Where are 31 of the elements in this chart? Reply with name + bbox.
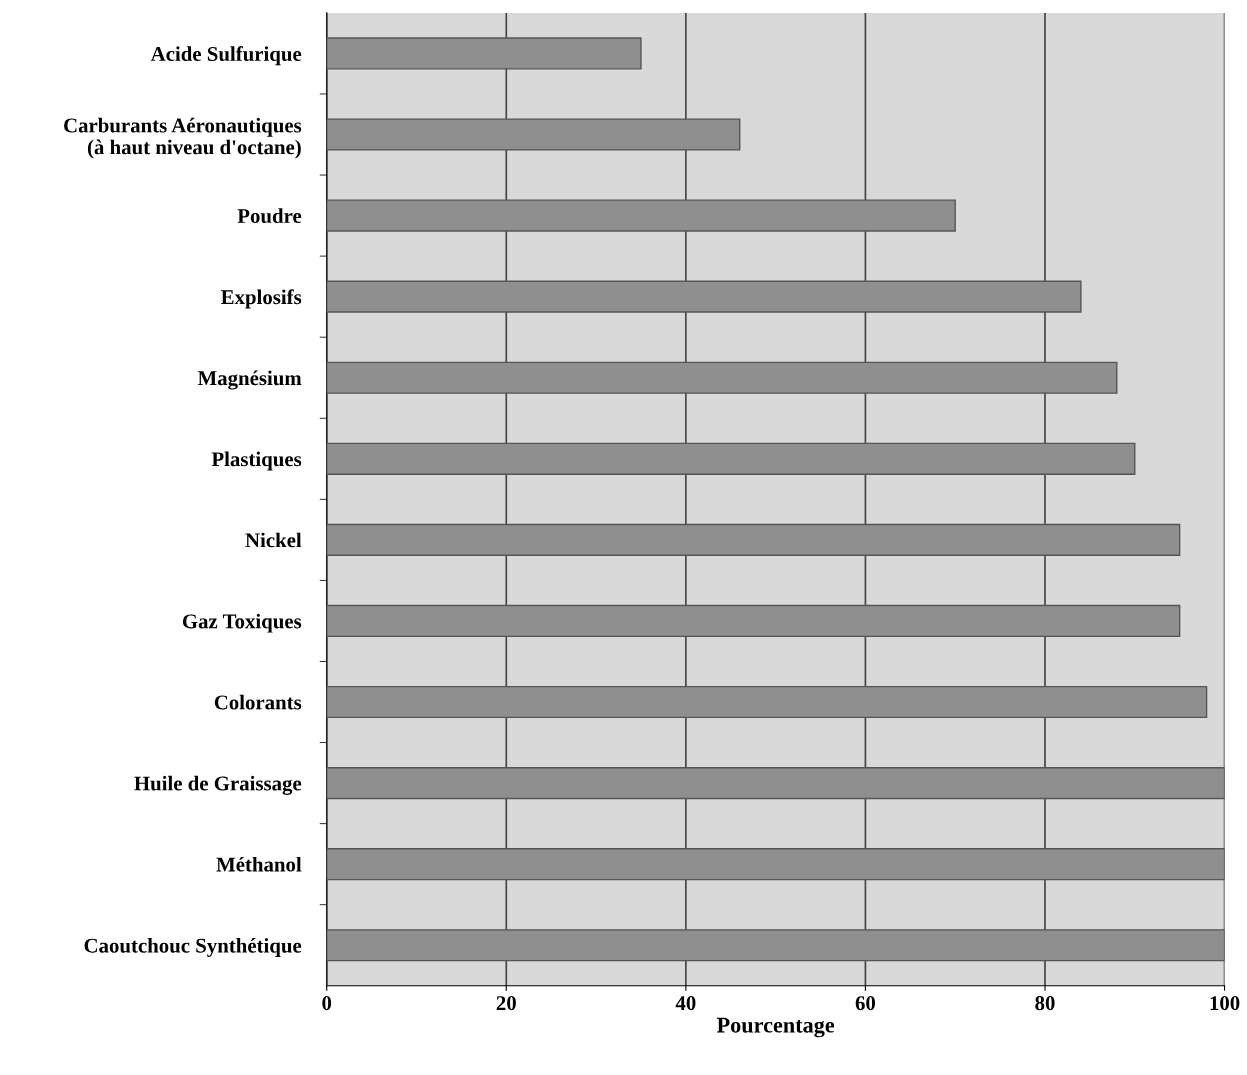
y-tick-label: Colorants [214, 694, 302, 710]
x-axis-title: Pourcentage [716, 1017, 835, 1038]
x-tick-label: 100 [1210, 996, 1240, 1011]
x-tick-label: 20 [496, 996, 516, 1011]
x-tick-label: 40 [675, 996, 696, 1011]
bar [326, 118, 741, 151]
y-tick-label: Méthanol [216, 856, 302, 872]
y-tick-label: Carburants Aéronautiques (à haut niveau d'octane) [64, 117, 302, 159]
y-tick-label: Plastiques [211, 451, 302, 471]
bar [326, 523, 1181, 556]
y-tick-label: Explosifs [221, 289, 302, 309]
bar [326, 604, 1181, 638]
bar [326, 37, 642, 70]
x-tick-label: 0 [322, 996, 332, 1011]
bar [326, 199, 956, 232]
y-tick-label: Caoutchouc Synthétique [84, 938, 302, 957]
y-tick-label: Huile de Graissage [134, 775, 302, 795]
bar [326, 361, 1118, 394]
bar [326, 766, 1225, 800]
bar [326, 442, 1136, 475]
bar [326, 685, 1208, 719]
y-tick-label: Gaz Toxiques [182, 613, 302, 633]
x-tick-label: 60 [855, 996, 876, 1011]
y-tick-label: Magnésium [197, 370, 302, 390]
bar [326, 929, 1225, 962]
bar [326, 848, 1225, 881]
y-tick-label: Poudre [237, 208, 302, 224]
y-tick-label: Nickel [245, 532, 302, 548]
bar [326, 280, 1082, 313]
y-tick-label: Acide Sulfurique [150, 46, 302, 66]
x-tick-label: 80 [1035, 996, 1055, 1011]
